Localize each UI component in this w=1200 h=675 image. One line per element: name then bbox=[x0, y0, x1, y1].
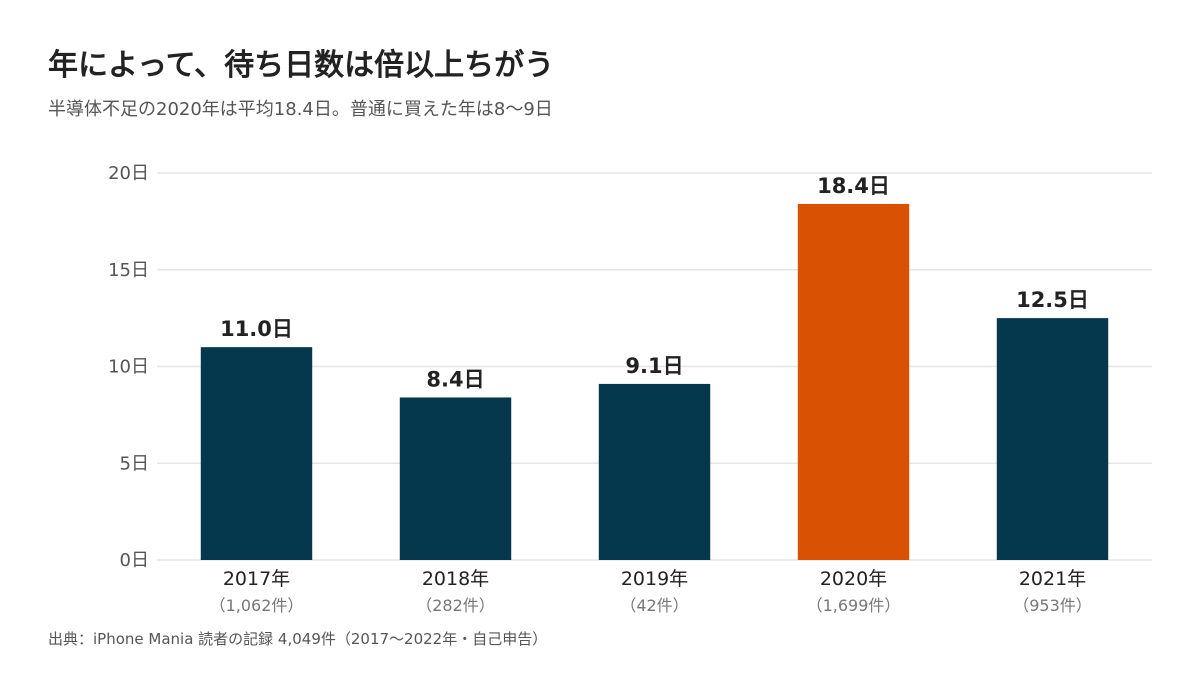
value-labels: 11.0日 8.4日 9.1日 18.4日 12.5日 bbox=[220, 174, 1089, 391]
y-tick-label: 5日 bbox=[120, 453, 149, 474]
y-tick-label: 15日 bbox=[108, 260, 149, 281]
bar-value-label: 11.0日 bbox=[220, 317, 293, 341]
y-axis-ticks: 0日 5日 10日 15日 20日 bbox=[108, 163, 149, 571]
bar bbox=[996, 318, 1109, 560]
chart-title: 年によって、待ち日数は倍以上ちがう bbox=[48, 48, 555, 83]
bar-value-label: 18.4日 bbox=[817, 174, 890, 198]
bar bbox=[399, 397, 512, 560]
x-category-label: 2020年 bbox=[820, 568, 887, 590]
x-axis-labels: 2017年 （1,062件） 2018年 （282件） 2019年 （42件） 2020年 （… bbox=[210, 568, 1092, 615]
bar-value-label: 9.1日 bbox=[625, 354, 683, 378]
x-category-label: 2017年 bbox=[223, 568, 290, 590]
bars bbox=[200, 203, 1109, 560]
y-tick-label: 0日 bbox=[120, 550, 149, 571]
y-tick-label: 10日 bbox=[108, 357, 149, 378]
x-count-label: （42件） bbox=[620, 596, 688, 615]
y-tick-label: 20日 bbox=[108, 163, 149, 184]
x-count-label: （1,699件） bbox=[807, 596, 901, 615]
chart-source: 出典：iPhone Mania 読者の記録 4,049件（2017〜2022年・… bbox=[48, 630, 548, 648]
bar-value-label: 8.4日 bbox=[426, 367, 484, 391]
x-category-label: 2019年 bbox=[621, 568, 688, 590]
chart-subtitle: 半導体不足の2020年は平均18.4日。普通に買えた年は8〜9日 bbox=[48, 99, 553, 120]
bar-value-label: 12.5日 bbox=[1016, 288, 1089, 312]
x-category-label: 2021年 bbox=[1019, 568, 1086, 590]
x-count-label: （282件） bbox=[416, 596, 495, 615]
x-count-label: （953件） bbox=[1013, 596, 1092, 615]
bar bbox=[797, 203, 910, 560]
x-category-label: 2018年 bbox=[422, 568, 489, 590]
bar bbox=[200, 347, 313, 560]
x-count-label: （1,062件） bbox=[210, 596, 304, 615]
bar bbox=[598, 383, 711, 560]
